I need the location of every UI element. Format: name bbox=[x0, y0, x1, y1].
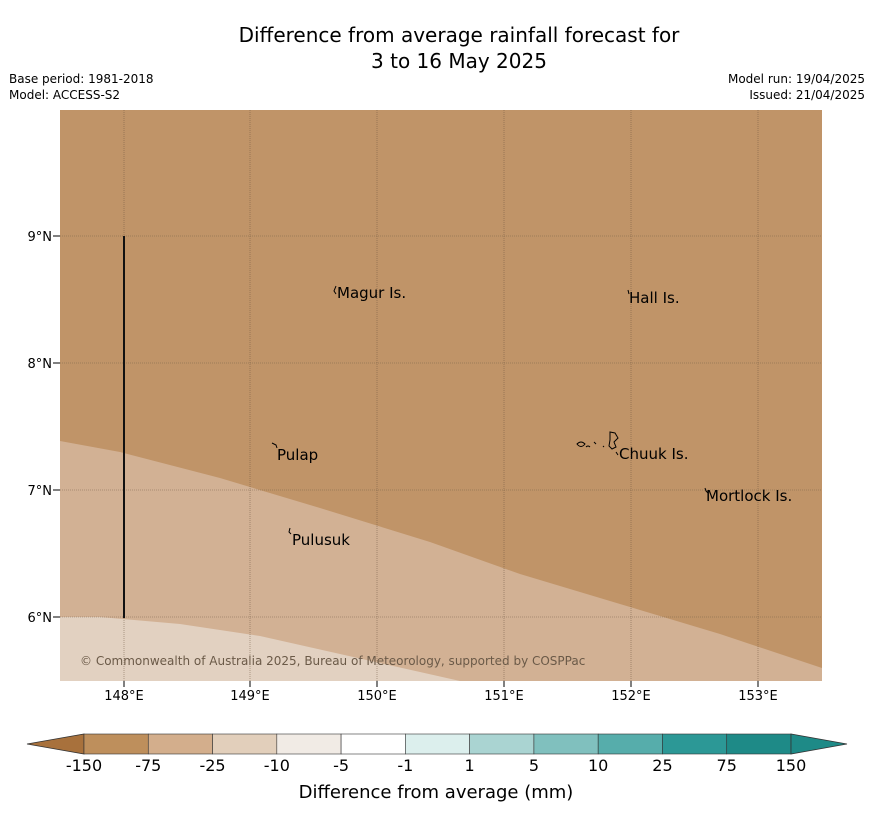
graticule bbox=[60, 110, 822, 681]
colorbar-segment bbox=[726, 733, 792, 755]
colorbar-segment bbox=[533, 733, 599, 755]
island-shape bbox=[288, 527, 292, 535]
island-shape bbox=[585, 445, 591, 448]
model-run: Model run: 19/04/2025 bbox=[727, 72, 865, 86]
colorbar-extend-high bbox=[790, 733, 848, 755]
island-shape bbox=[593, 441, 597, 445]
colorbar-tick-label: 25 bbox=[652, 756, 672, 775]
island-shape bbox=[602, 445, 605, 448]
island-outlines bbox=[271, 285, 709, 535]
anomaly-region-mid bbox=[60, 441, 822, 681]
colorbar-segment bbox=[83, 733, 149, 755]
place-label: Chuuk Is. bbox=[619, 445, 688, 463]
longitude-ticks: 148°E 149°E 150°E 151°E 152°E 153°E bbox=[104, 681, 778, 704]
island-shape bbox=[627, 289, 630, 295]
issued-date: Issued: 21/04/2025 bbox=[749, 88, 865, 102]
colorbar-tick-label: 75 bbox=[717, 756, 737, 775]
title-line-2: 3 to 16 May 2025 bbox=[371, 49, 547, 73]
colorbar-segment bbox=[662, 733, 728, 755]
island-shape bbox=[608, 431, 619, 450]
lon-label: 149°E bbox=[230, 689, 270, 704]
base-period: Base period: 1981-2018 bbox=[9, 72, 154, 86]
island-shape bbox=[615, 451, 619, 456]
colorbar-segment bbox=[469, 733, 535, 755]
lon-label: 152°E bbox=[611, 689, 651, 704]
map-area: Magur Is. Hall Is. Pulap Chuuk Is. Mortl… bbox=[60, 110, 822, 681]
colorbar-segment bbox=[276, 733, 342, 755]
copyright-notice: © Commonwealth of Australia 2025, Bureau… bbox=[80, 654, 585, 668]
meta-left: Base period: 1981-2018 Model: ACCESS-S2 bbox=[9, 71, 154, 103]
place-label: Pulap bbox=[277, 446, 318, 464]
colorbar-tick-label: -10 bbox=[264, 756, 290, 775]
lat-label: 7°N bbox=[28, 484, 53, 499]
colorbar-extend-low bbox=[26, 733, 85, 755]
colorbar-tick-label: 10 bbox=[588, 756, 608, 775]
colorbar-segment bbox=[212, 733, 278, 755]
colorbar: -150 -75 -25 -10 -5 -1 1 5 10 25 75 150 bbox=[26, 733, 848, 775]
lon-label: 148°E bbox=[104, 689, 144, 704]
model-name: Model: ACCESS-S2 bbox=[9, 88, 121, 102]
lat-label: 9°N bbox=[28, 230, 53, 245]
colorbar-tick-label: -75 bbox=[135, 756, 161, 775]
latitude-ticks: 9°N 8°N 7°N 6°N bbox=[28, 230, 60, 626]
colorbar-tick-label: 150 bbox=[776, 756, 807, 775]
island-shape bbox=[704, 487, 709, 494]
colorbar-segment bbox=[597, 733, 663, 755]
colorbar-segment bbox=[147, 733, 213, 755]
place-label: Pulusuk bbox=[292, 531, 350, 549]
colorbar-tick-label: -150 bbox=[66, 756, 102, 775]
colorbar-segment bbox=[405, 733, 470, 755]
island-shape bbox=[333, 285, 337, 295]
place-label: Magur Is. bbox=[337, 284, 406, 302]
map-title: Difference from average rainfall forecas… bbox=[0, 22, 873, 74]
colorbar-tick-label: 5 bbox=[529, 756, 539, 775]
colorbar-tick-label: -1 bbox=[397, 756, 413, 775]
colorbar-tick-label: -25 bbox=[199, 756, 225, 775]
lon-label: 153°E bbox=[738, 689, 778, 704]
island-shape bbox=[576, 441, 586, 447]
colorbar-segment bbox=[340, 733, 406, 755]
colorbar-title: Difference from average (mm) bbox=[299, 782, 574, 803]
place-label: Mortlock Is. bbox=[706, 487, 792, 505]
anomaly-region-light bbox=[60, 617, 460, 681]
place-labels: Magur Is. Hall Is. Pulap Chuuk Is. Mortl… bbox=[277, 284, 792, 549]
place-label: Hall Is. bbox=[629, 289, 680, 307]
title-line-1: Difference from average rainfall forecas… bbox=[238, 23, 680, 47]
lat-label: 8°N bbox=[28, 357, 53, 372]
meta-right: Model run: 19/04/2025 Issued: 21/04/2025 bbox=[728, 71, 865, 103]
lon-label: 150°E bbox=[357, 689, 397, 704]
island-shape bbox=[271, 442, 278, 449]
colorbar-tick-label: -5 bbox=[333, 756, 349, 775]
lat-label: 6°N bbox=[28, 611, 53, 626]
colorbar-tick-label: 1 bbox=[465, 756, 475, 775]
lon-label: 151°E bbox=[484, 689, 524, 704]
